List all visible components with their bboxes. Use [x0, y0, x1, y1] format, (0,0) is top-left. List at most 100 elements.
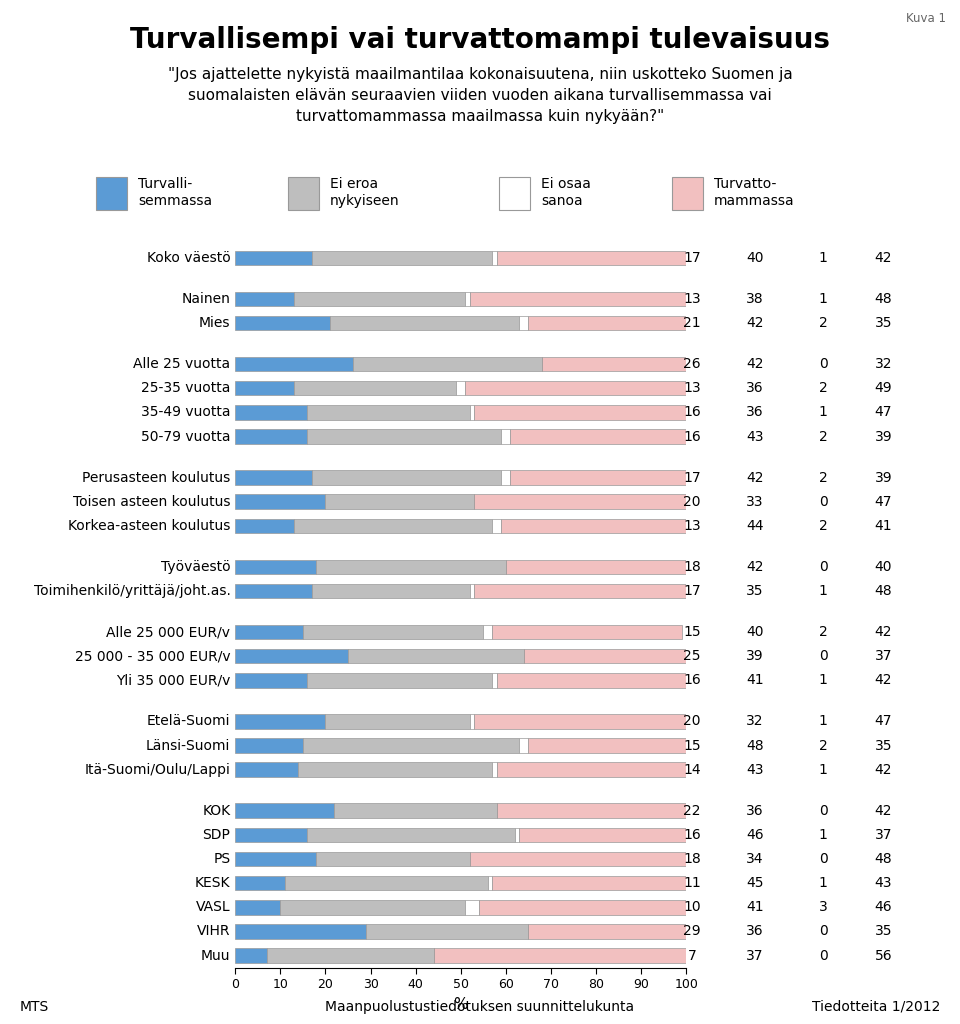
Bar — [488, 876, 492, 891]
Text: Ei eroa: Ei eroa — [330, 177, 378, 191]
Text: Turvallisempi vai turvattomampi tulevaisuus: Turvallisempi vai turvattomampi tulevais… — [130, 26, 830, 53]
Bar — [235, 649, 348, 664]
Text: 42: 42 — [875, 674, 892, 687]
Text: 41: 41 — [746, 900, 763, 914]
Bar — [307, 406, 469, 420]
Bar — [497, 804, 686, 818]
Text: "Jos ajattelette nykyistä maailmantilaa kokonaisuutena, niin uskotteko Suomen ja: "Jos ajattelette nykyistä maailmantilaa … — [168, 67, 792, 124]
Text: 42: 42 — [875, 804, 892, 818]
Text: 20: 20 — [684, 715, 701, 728]
Bar — [474, 584, 691, 598]
Text: Alle 25 vuotta: Alle 25 vuotta — [133, 357, 230, 371]
Bar — [434, 948, 686, 963]
Bar — [497, 673, 686, 687]
Bar — [352, 356, 542, 372]
Text: 42: 42 — [746, 357, 763, 371]
Bar — [235, 714, 325, 729]
Text: 46: 46 — [875, 900, 892, 914]
Text: 1: 1 — [819, 292, 828, 306]
Text: 16: 16 — [683, 406, 701, 420]
Text: Työväestö: Työväestö — [161, 560, 230, 573]
Text: 40: 40 — [875, 560, 892, 573]
Bar — [492, 518, 501, 534]
Bar — [294, 292, 466, 306]
Bar — [474, 495, 686, 509]
Text: 37: 37 — [875, 827, 892, 842]
Bar — [235, 251, 312, 265]
Text: SDP: SDP — [203, 827, 230, 842]
Text: 16: 16 — [683, 827, 701, 842]
Text: 42: 42 — [875, 251, 892, 265]
Text: Muu: Muu — [201, 948, 230, 963]
Text: 50-79 vuotta: 50-79 vuotta — [141, 429, 230, 443]
Bar — [307, 429, 501, 443]
Text: 37: 37 — [746, 948, 763, 963]
Text: 1: 1 — [819, 763, 828, 776]
Bar — [235, 925, 366, 939]
Text: 35-49 vuotta: 35-49 vuotta — [141, 406, 230, 420]
Text: 42: 42 — [746, 560, 763, 573]
Text: 21: 21 — [684, 316, 701, 330]
Bar — [312, 470, 501, 484]
Text: 47: 47 — [875, 495, 892, 509]
Text: Perusasteen koulutus: Perusasteen koulutus — [83, 471, 230, 484]
Text: 43: 43 — [746, 763, 763, 776]
Bar — [267, 948, 434, 963]
Bar — [492, 673, 497, 687]
Text: 36: 36 — [746, 381, 763, 395]
Bar — [235, 584, 312, 598]
Bar — [456, 381, 466, 395]
Bar — [466, 900, 479, 914]
Bar — [366, 925, 528, 939]
Bar — [325, 714, 469, 729]
Text: 34: 34 — [746, 852, 763, 866]
Text: 26: 26 — [684, 357, 701, 371]
Text: 7: 7 — [687, 948, 696, 963]
Bar — [519, 827, 686, 842]
Text: 39: 39 — [746, 649, 763, 664]
Text: 42: 42 — [746, 471, 763, 484]
Text: 43: 43 — [875, 877, 892, 890]
Text: 29: 29 — [684, 925, 701, 938]
Bar — [307, 673, 492, 687]
Bar — [235, 292, 294, 306]
Text: 42: 42 — [746, 316, 763, 330]
Text: 2: 2 — [819, 471, 828, 484]
Text: Turvalli-: Turvalli- — [138, 177, 193, 191]
Bar — [235, 876, 285, 891]
Text: 18: 18 — [683, 560, 701, 573]
Bar — [528, 738, 686, 753]
Bar — [474, 714, 686, 729]
Bar — [334, 804, 497, 818]
Text: 48: 48 — [875, 852, 892, 866]
Bar — [235, 827, 307, 842]
Text: 25: 25 — [684, 649, 701, 664]
Text: 0: 0 — [819, 948, 828, 963]
Text: 17: 17 — [684, 584, 701, 598]
Bar — [497, 763, 686, 777]
Text: 1: 1 — [819, 674, 828, 687]
Text: Nainen: Nainen — [181, 292, 230, 306]
Text: 40: 40 — [746, 251, 763, 265]
Text: 36: 36 — [746, 804, 763, 818]
Bar — [303, 738, 519, 753]
Bar — [285, 876, 488, 891]
Text: 2: 2 — [819, 316, 828, 330]
Text: 18: 18 — [683, 852, 701, 866]
Bar — [325, 495, 474, 509]
Bar — [519, 315, 528, 331]
Text: 15: 15 — [684, 625, 701, 639]
Bar — [479, 900, 686, 914]
Bar — [317, 560, 506, 574]
Text: Korkea-asteen koulutus: Korkea-asteen koulutus — [68, 519, 230, 532]
Text: 1: 1 — [819, 251, 828, 265]
Text: 37: 37 — [875, 649, 892, 664]
Bar — [235, 852, 317, 866]
Bar — [235, 738, 303, 753]
Bar — [294, 381, 456, 395]
Bar — [280, 900, 466, 914]
Bar — [235, 804, 334, 818]
Bar — [469, 714, 474, 729]
Text: 2: 2 — [819, 381, 828, 395]
Bar — [303, 625, 484, 639]
